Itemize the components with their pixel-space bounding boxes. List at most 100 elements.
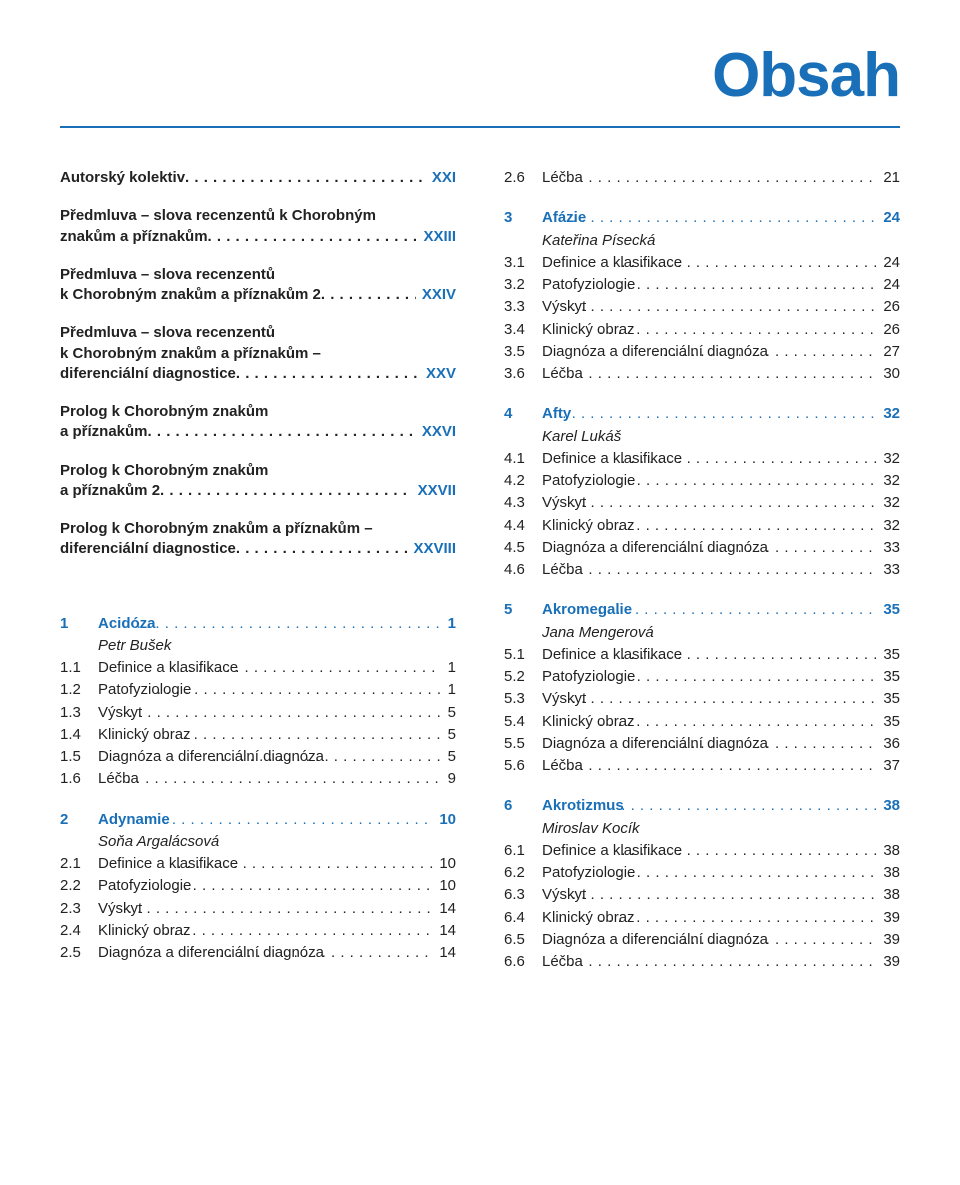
frontmatter-page: XXI [426, 168, 456, 188]
entry-number: 2.3 [60, 899, 98, 919]
entry-label: Patofyziologie [98, 876, 155, 896]
entry-number: 4.1 [504, 449, 542, 469]
frontmatter-entry: Předmluva – slova recenzentůk Chorobným … [60, 323, 456, 384]
frontmatter-label: a příznakům 2 [60, 481, 160, 501]
leader-dots [621, 645, 877, 665]
frontmatter-page: XXV [420, 364, 456, 384]
section-entry: 6.5Diagnóza a diferenciální diagnóza39 [504, 930, 900, 950]
entry-label: Definice a klasifikace [98, 658, 179, 678]
entry-page: 32 [877, 404, 900, 424]
leader-dots [570, 756, 878, 776]
frontmatter-page: XXIV [416, 285, 456, 305]
leader-dots [210, 943, 434, 963]
frontmatter-label: a příznakům [60, 422, 148, 442]
section-entry: 2.4Klinický obraz14 [60, 921, 456, 941]
frontmatter-label: k Chorobným znakům a příznakům 2 [60, 285, 321, 305]
leader-dots [185, 168, 426, 188]
frontmatter-lastline: k Chorobným znakům a příznakům 2 XXIV [60, 285, 456, 305]
spacer [60, 792, 456, 810]
spacer [60, 578, 456, 596]
entry-page: 9 [442, 769, 456, 789]
leader-dots [148, 422, 416, 442]
frontmatter-entry: Prolog k Chorobným znakůma příznakům 2XX… [60, 461, 456, 502]
frontmatter-entry: Autorský kolektivXXI [60, 168, 456, 188]
section-entry: 1.1Definice a klasifikace1 [60, 658, 456, 678]
entry-page: 10 [433, 876, 456, 896]
leader-dots [160, 481, 412, 501]
leader-dots [599, 712, 877, 732]
entry-label: Klinický obraz [542, 320, 599, 340]
frontmatter-entry: Předmluva – slova recenzentůk Chorobným … [60, 265, 456, 306]
leader-dots [599, 320, 877, 340]
entry-number: 5 [504, 600, 542, 620]
entry-page: 1 [442, 614, 456, 634]
frontmatter-lastline: znakům a příznakůmXXIII [60, 227, 456, 247]
entry-label: Výskyt [98, 703, 129, 723]
leader-dots [179, 658, 441, 678]
leader-dots [128, 899, 434, 919]
entry-number: 2 [60, 810, 98, 830]
entry-page: 35 [877, 689, 900, 709]
section-entry: 3.4Klinický obraz26 [504, 320, 900, 340]
entry-number: 6.6 [504, 952, 542, 972]
entry-label: Diagnóza a diferenciální diagnóza [542, 930, 654, 950]
leader-dots [137, 614, 442, 634]
chapter-heading: 5Akromegalie35 [504, 600, 900, 620]
leader-dots [570, 364, 878, 384]
entry-label: Klinický obraz [542, 516, 599, 536]
entry-label: Adynamie [98, 810, 144, 830]
entry-number: 1.5 [60, 747, 98, 767]
entry-number: 4.4 [504, 516, 542, 536]
entry-page: 5 [442, 747, 456, 767]
entry-label: Diagnóza a diferenciální diagnóza [98, 943, 210, 963]
entry-number: 6.5 [504, 930, 542, 950]
leader-dots [572, 493, 878, 513]
toc-column-right: 2.6Léčba213Afázie24Kateřina Písecká3.1De… [504, 168, 900, 974]
section-entry: 1.3Výskyt5 [60, 703, 456, 723]
frontmatter-entry: Předmluva – slova recenzentů k Chorobným… [60, 206, 456, 247]
section-entry: 4.5Diagnóza a diferenciální diagnóza33 [504, 538, 900, 558]
entry-number: 4.6 [504, 560, 542, 580]
entry-page: 32 [877, 449, 900, 469]
entry-label: Definice a klasifikace [98, 854, 177, 874]
entry-label: Klinický obraz [98, 921, 155, 941]
entry-number: 1.4 [60, 725, 98, 745]
section-entry: 6.4Klinický obraz39 [504, 908, 900, 928]
section-entry: 4.6Léčba33 [504, 560, 900, 580]
spacer [504, 778, 900, 796]
frontmatter-line: Prolog k Chorobným znakům a příznakům – [60, 519, 456, 539]
entry-number: 3.1 [504, 253, 542, 273]
entry-page: 38 [877, 841, 900, 861]
entry-page: 26 [877, 297, 900, 317]
section-entry: 6.1Definice a klasifikace38 [504, 841, 900, 861]
entry-number: 1.3 [60, 703, 98, 723]
entry-page: 33 [877, 560, 900, 580]
entry-label: Diagnóza a diferenciální diagnóza [542, 342, 654, 362]
leader-dots [144, 810, 433, 830]
frontmatter-page: XXVIII [407, 539, 456, 559]
leader-dots [599, 667, 877, 687]
leader-dots [126, 769, 441, 789]
section-entry: 5.5Diagnóza a diferenciální diagnóza36 [504, 734, 900, 754]
toc-column-left: Autorský kolektivXXI Předmluva – slova re… [60, 168, 456, 974]
frontmatter-entry: Prolog k Chorobným znakůma příznakůmXXVI [60, 402, 456, 443]
entry-number: 5.2 [504, 667, 542, 687]
section-entry: 4.3Výskyt32 [504, 493, 900, 513]
entry-label: Výskyt [542, 297, 572, 317]
entry-number: 1 [60, 614, 98, 634]
entry-page: 32 [877, 471, 900, 491]
leader-dots [654, 734, 878, 754]
entry-number: 3.3 [504, 297, 542, 317]
leader-dots [621, 841, 877, 861]
entry-page: 36 [877, 734, 900, 754]
leader-dots [654, 538, 878, 558]
title-rule [60, 126, 900, 128]
section-entry: 1.4Klinický obraz5 [60, 725, 456, 745]
entry-label: Patofyziologie [98, 680, 157, 700]
leader-dots [599, 275, 877, 295]
entry-page: 1 [442, 680, 456, 700]
entry-label: Patofyziologie [542, 471, 599, 491]
entry-label: Diagnóza a diferenciální diagnóza [98, 747, 212, 767]
entry-label: Patofyziologie [542, 863, 599, 883]
chapter-author: Soňa Argalácsová [60, 832, 456, 852]
